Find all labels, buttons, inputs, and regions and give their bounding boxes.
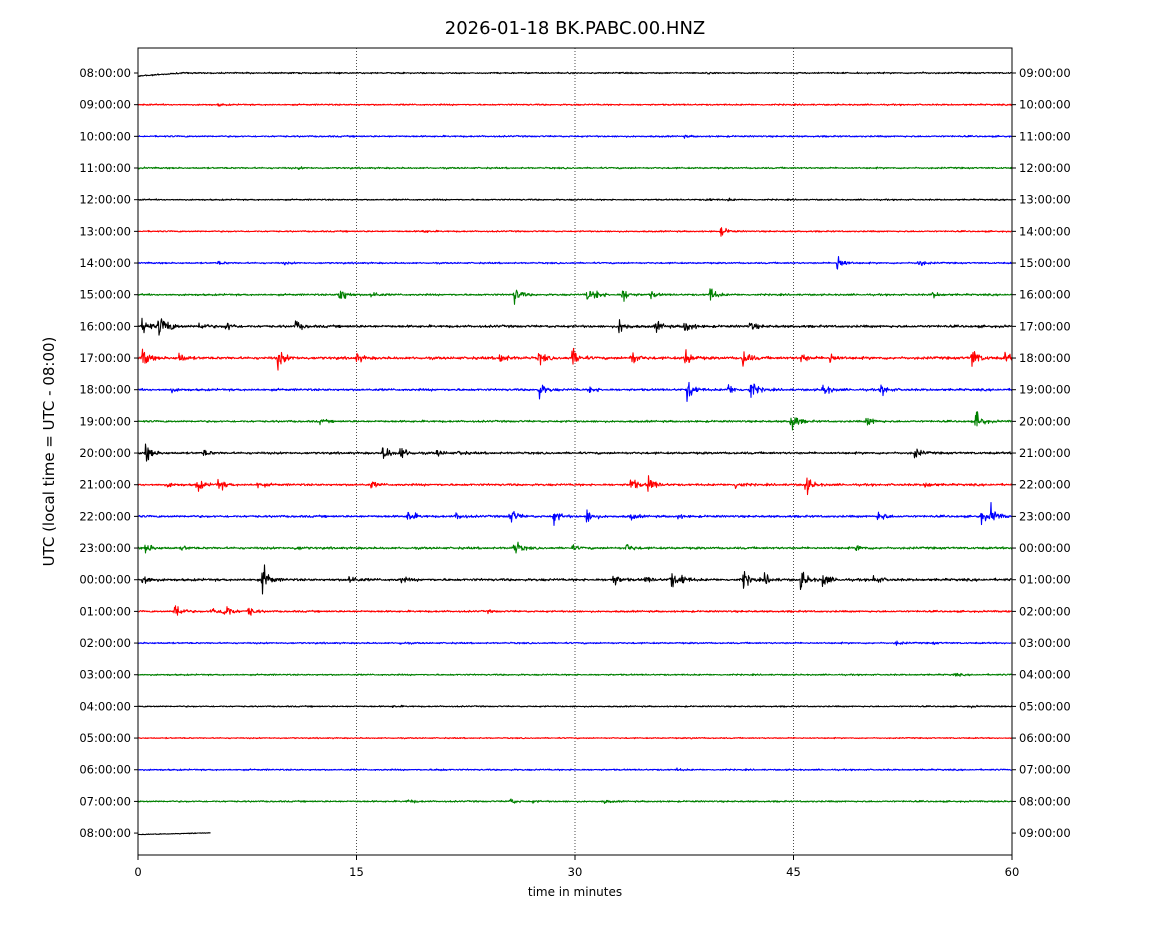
x-axis-label: time in minutes bbox=[528, 885, 622, 899]
x-tick-label: 0 bbox=[134, 865, 141, 879]
trace-row-10 bbox=[137, 381, 1013, 402]
left-row-label: 19:00:00 bbox=[79, 414, 131, 428]
left-row-label: 05:00:00 bbox=[79, 731, 131, 745]
right-row-label: 01:00:00 bbox=[1019, 573, 1071, 587]
right-row-label: 21:00:00 bbox=[1019, 446, 1071, 460]
trace-row-19 bbox=[137, 672, 1013, 677]
right-row-label: 12:00:00 bbox=[1019, 161, 1071, 175]
right-row-label: 00:00:00 bbox=[1019, 541, 1071, 555]
trace-row-13 bbox=[137, 475, 1013, 496]
left-row-label: 14:00:00 bbox=[79, 256, 131, 270]
left-row-label: 03:00:00 bbox=[79, 668, 131, 682]
trace-row-16 bbox=[137, 564, 1013, 595]
left-row-label: 04:00:00 bbox=[79, 699, 131, 713]
left-row-label: 02:00:00 bbox=[79, 636, 131, 650]
left-row-label: 17:00:00 bbox=[79, 351, 131, 365]
right-time-axis: 09:00:00 10:00:00 11:00:00 12:00:00 13:00:00… bbox=[1012, 66, 1071, 840]
chart-title: 2026-01-18 BK.PABC.00.HNZ bbox=[445, 18, 706, 39]
left-row-label: 15:00:00 bbox=[79, 288, 131, 302]
left-row-label: 21:00:00 bbox=[79, 478, 131, 492]
y-axis-label: UTC (local time = UTC - 08:00) bbox=[40, 337, 58, 567]
left-row-label: 20:00:00 bbox=[79, 446, 131, 460]
trace-row-23 bbox=[137, 798, 1013, 804]
right-row-label: 07:00:00 bbox=[1019, 763, 1071, 777]
trace-row-7 bbox=[137, 288, 1013, 305]
trace-row-11 bbox=[137, 411, 1013, 431]
trace-row-8 bbox=[137, 317, 1013, 336]
right-row-label: 23:00:00 bbox=[1019, 509, 1071, 523]
trace-row-20 bbox=[137, 704, 1013, 709]
left-row-label: 16:00:00 bbox=[79, 319, 131, 333]
left-row-label: 10:00:00 bbox=[79, 129, 131, 143]
x-tick-label: 30 bbox=[568, 865, 583, 879]
trace-row-2 bbox=[137, 134, 1013, 139]
left-row-label: 07:00:00 bbox=[79, 794, 131, 808]
left-row-label: 13:00:00 bbox=[79, 224, 131, 238]
right-row-label: 15:00:00 bbox=[1019, 256, 1071, 270]
trace-row-21 bbox=[137, 736, 1013, 740]
right-row-label: 02:00:00 bbox=[1019, 604, 1071, 618]
trace-row-12 bbox=[137, 443, 1013, 462]
x-tick-label: 45 bbox=[786, 865, 801, 879]
trace-row-15 bbox=[137, 541, 1013, 554]
right-row-label: 13:00:00 bbox=[1019, 193, 1071, 207]
right-row-label: 06:00:00 bbox=[1019, 731, 1071, 745]
x-tick-label: 60 bbox=[1005, 865, 1020, 879]
seismic-traces bbox=[137, 71, 1013, 836]
trace-row-17 bbox=[137, 605, 1013, 616]
x-tick-label: 15 bbox=[349, 865, 364, 879]
trace-row-14 bbox=[137, 501, 1013, 526]
left-row-label: 06:00:00 bbox=[79, 763, 131, 777]
left-row-label: 00:00:00 bbox=[79, 573, 131, 587]
plot-area-background bbox=[138, 48, 1012, 855]
trace-row-1 bbox=[137, 103, 1013, 107]
right-row-label: 05:00:00 bbox=[1019, 699, 1071, 713]
left-row-label: 08:00:00 bbox=[79, 826, 131, 840]
trace-row-5 bbox=[137, 227, 1013, 237]
right-row-label: 20:00:00 bbox=[1019, 414, 1071, 428]
left-time-axis: 08:00:00 09:00:00 10:00:00 11:00:00 12:00:00… bbox=[79, 66, 138, 840]
left-row-label: 09:00:00 bbox=[79, 98, 131, 112]
trace-row-3 bbox=[137, 166, 1013, 170]
right-row-label: 09:00:00 bbox=[1019, 66, 1071, 80]
trace-row-9 bbox=[137, 347, 1013, 371]
left-row-label: 12:00:00 bbox=[79, 193, 131, 207]
left-row-label: 23:00:00 bbox=[79, 541, 131, 555]
trace-row-22 bbox=[137, 767, 1013, 772]
right-row-label: 17:00:00 bbox=[1019, 319, 1071, 333]
right-row-label: 04:00:00 bbox=[1019, 668, 1071, 682]
trace-row-4 bbox=[137, 197, 1013, 202]
right-row-label: 18:00:00 bbox=[1019, 351, 1071, 365]
right-row-label: 08:00:00 bbox=[1019, 794, 1071, 808]
right-row-label: 09:00:00 bbox=[1019, 826, 1071, 840]
trace-row-0 bbox=[137, 71, 1013, 77]
trace-row-24 bbox=[137, 832, 211, 836]
right-row-label: 14:00:00 bbox=[1019, 224, 1071, 238]
right-row-label: 10:00:00 bbox=[1019, 98, 1071, 112]
trace-row-6 bbox=[137, 256, 1013, 270]
right-row-label: 03:00:00 bbox=[1019, 636, 1071, 650]
right-row-label: 11:00:00 bbox=[1019, 129, 1071, 143]
right-row-label: 16:00:00 bbox=[1019, 288, 1071, 302]
left-row-label: 11:00:00 bbox=[79, 161, 131, 175]
left-row-label: 22:00:00 bbox=[79, 509, 131, 523]
trace-row-18 bbox=[137, 640, 1013, 646]
vertical-grid bbox=[356, 48, 794, 855]
right-row-label: 19:00:00 bbox=[1019, 383, 1071, 397]
x-axis: 0 15 30 45 60 bbox=[134, 855, 1019, 879]
left-row-label: 18:00:00 bbox=[79, 383, 131, 397]
left-row-label: 01:00:00 bbox=[79, 604, 131, 618]
right-row-label: 22:00:00 bbox=[1019, 478, 1071, 492]
left-row-label: 08:00:00 bbox=[79, 66, 131, 80]
